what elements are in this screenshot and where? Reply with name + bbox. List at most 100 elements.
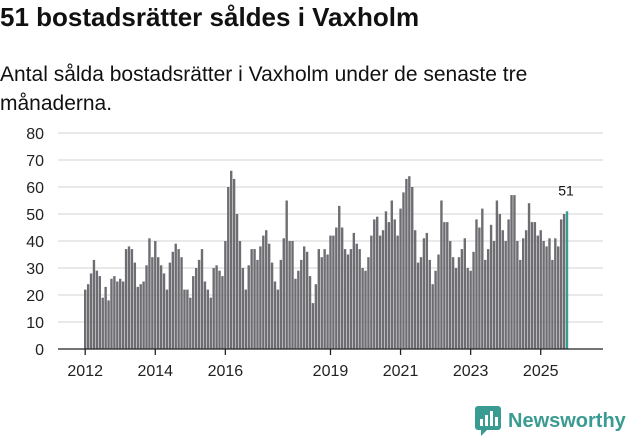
bar <box>454 268 458 349</box>
bar <box>539 230 542 349</box>
bar <box>285 200 288 349</box>
bar <box>297 270 300 349</box>
bar <box>443 222 446 349</box>
x-tick-label: 2023 <box>453 363 489 380</box>
bar <box>332 235 335 349</box>
bar <box>516 241 519 349</box>
newsworthy-chart-icon <box>475 406 501 436</box>
bar <box>323 249 326 349</box>
bar <box>562 214 566 349</box>
bar <box>168 262 172 349</box>
bar <box>159 265 163 349</box>
bar <box>145 265 148 349</box>
bar <box>98 276 101 349</box>
bar <box>557 246 560 349</box>
bar <box>507 219 510 349</box>
bar <box>215 265 218 349</box>
bar <box>501 230 504 349</box>
bar <box>370 235 373 349</box>
bar <box>533 222 537 349</box>
bar <box>361 268 364 349</box>
last-value-label: 51 <box>558 182 574 198</box>
bar <box>311 303 315 349</box>
bar <box>224 241 227 349</box>
bar <box>256 259 259 349</box>
bar <box>486 249 490 349</box>
bar <box>536 235 539 349</box>
bar <box>317 249 320 349</box>
bar <box>174 243 177 349</box>
bar <box>338 205 341 349</box>
bar <box>381 230 385 349</box>
bar <box>489 224 493 349</box>
bar <box>510 195 513 349</box>
x-tick-label: 2012 <box>67 363 103 380</box>
bar <box>376 216 379 349</box>
bar <box>95 270 99 349</box>
bar <box>92 259 96 349</box>
bar <box>267 243 271 349</box>
bar <box>373 219 376 349</box>
bar-latest <box>565 211 569 349</box>
bar <box>387 222 391 349</box>
bar <box>121 281 125 349</box>
x-tick-label: 2014 <box>137 363 173 380</box>
x-tick-label: 2019 <box>313 363 349 380</box>
bar <box>358 249 361 349</box>
bar <box>519 259 522 349</box>
bar <box>355 243 358 349</box>
bar <box>116 281 119 349</box>
bar <box>133 262 137 349</box>
bar <box>212 268 215 349</box>
bar <box>428 259 431 349</box>
bar <box>559 219 563 349</box>
bar <box>192 276 195 349</box>
bar <box>446 222 449 349</box>
bar <box>279 259 283 349</box>
bar <box>399 208 402 349</box>
bar <box>419 257 423 349</box>
chart-subtitle: Antal sålda bostadsrätter i Vaxholm unde… <box>0 63 528 115</box>
bar <box>270 262 274 349</box>
bar <box>238 241 242 349</box>
bar <box>194 268 198 349</box>
x-axis-ticks: 2012 2014 2016 2019 2021 2023 2025 <box>67 349 559 380</box>
bar <box>343 249 347 349</box>
bar <box>513 195 516 349</box>
bar <box>396 235 399 349</box>
bar <box>495 200 499 349</box>
bar <box>548 238 551 349</box>
bar <box>466 268 469 349</box>
bar <box>413 230 417 349</box>
bar <box>177 249 180 349</box>
bar <box>291 241 294 349</box>
bar <box>367 257 370 349</box>
bar <box>352 232 356 349</box>
bar <box>378 235 382 349</box>
bar <box>189 297 192 349</box>
bar <box>235 214 239 349</box>
bar <box>273 281 277 349</box>
bar <box>110 278 113 349</box>
bar <box>440 200 443 349</box>
bar <box>186 289 189 349</box>
bar <box>262 235 265 349</box>
bar <box>498 214 502 349</box>
bar <box>314 284 318 349</box>
bar <box>265 230 268 349</box>
bar <box>492 241 496 349</box>
bar <box>154 241 157 349</box>
bar <box>300 259 303 349</box>
bar <box>130 249 134 349</box>
bar <box>206 289 210 349</box>
bar <box>434 270 437 349</box>
bar <box>232 178 236 349</box>
bar <box>165 289 169 349</box>
bar <box>431 284 434 349</box>
bar <box>451 257 455 349</box>
bar <box>247 265 250 349</box>
bar <box>460 249 464 349</box>
bar <box>384 211 388 349</box>
bar <box>305 251 309 349</box>
x-tick-label: 2021 <box>383 363 419 380</box>
